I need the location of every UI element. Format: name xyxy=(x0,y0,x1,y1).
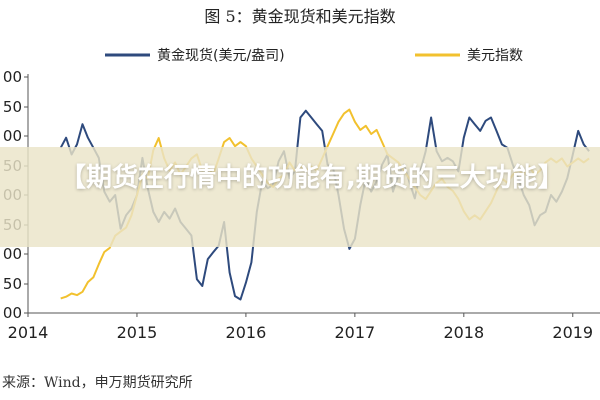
x-tick-label: 2017 xyxy=(334,323,375,342)
y-tick-label: 00 xyxy=(3,68,22,86)
chart-title: 图 5：黄金现货和美元指数 xyxy=(204,7,395,26)
x-tick-label: 2016 xyxy=(226,323,267,342)
y-tick-label: 50 xyxy=(3,275,22,293)
y-tick-label: 00 xyxy=(3,304,22,322)
y-tick-label: 00 xyxy=(3,127,22,145)
source-note: 来源：Wind，申万期货研究所 xyxy=(2,375,193,391)
x-tick-label: 2018 xyxy=(443,323,484,342)
legend-label-usd: 美元指数 xyxy=(467,48,523,64)
y-tick-label: 00 xyxy=(3,245,22,263)
y-tick-label: 50 xyxy=(3,98,22,116)
legend-label-gold: 黄金现货(美元/盎司) xyxy=(157,47,285,64)
legend: 黄金现货(美元/盎司) 美元指数 xyxy=(105,47,523,64)
overlay-banner xyxy=(0,147,600,247)
x-tick-label: 2019 xyxy=(552,323,593,342)
x-tick-label: 2015 xyxy=(117,323,158,342)
overlay-banner-text: 【期货在行情中的功能有,期货的三大功能】 xyxy=(60,163,564,193)
x-tick-label: 2014 xyxy=(8,323,49,342)
